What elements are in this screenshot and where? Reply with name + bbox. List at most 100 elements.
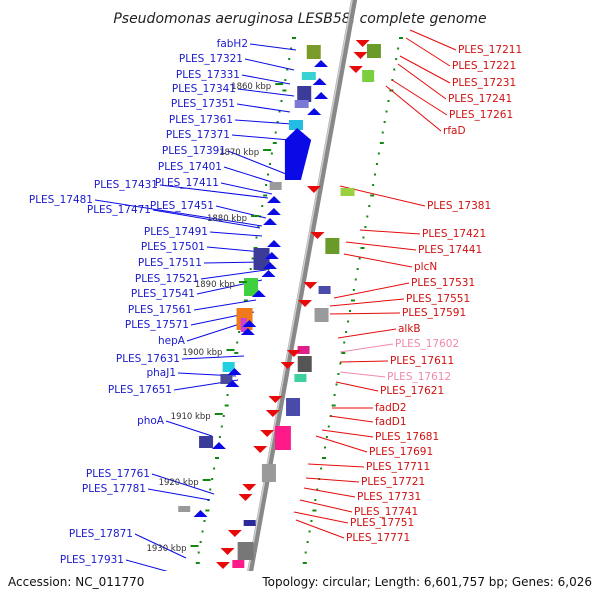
leader-line (165, 420, 213, 437)
scale-tick (251, 215, 260, 217)
gene-label-right[interactable]: PLES_17261 (449, 109, 513, 121)
gene-label-left[interactable]: PLES_17321 (179, 53, 243, 65)
gene-label-right[interactable]: PLES_17721 (361, 476, 425, 488)
gene-label-right[interactable]: PLES_17691 (369, 446, 433, 458)
gene-label-left[interactable]: PLES_17331 (176, 69, 240, 81)
reverse-gene-arrow (353, 52, 368, 59)
forward-gene-arrow (242, 320, 257, 327)
gene-label-left[interactable]: phoA (137, 415, 165, 427)
gene-label-right[interactable]: PLES_17771 (346, 532, 410, 544)
gene-label-right[interactable]: PLES_17211 (458, 44, 522, 56)
gene-label-left[interactable]: PLES_17761 (86, 468, 150, 480)
leader-line (249, 43, 297, 51)
tick-mark (278, 110, 281, 113)
tick-mark (374, 173, 377, 176)
gene-label-right[interactable]: PLES_17621 (380, 385, 444, 397)
gene-label-left[interactable]: PLES_17411 (155, 177, 219, 189)
reverse-gene-arrow (220, 548, 235, 555)
gene-label-left[interactable]: PLES_17561 (128, 304, 192, 316)
gene-label-left[interactable]: PLES_17871 (69, 528, 133, 540)
accession-text: Accession: NC_011770 (8, 575, 144, 589)
leader-line (303, 487, 356, 498)
gene-label-left[interactable]: PLES_17521 (135, 273, 199, 285)
gene-label-left[interactable]: PLES_17491 (144, 226, 208, 238)
gene-label-left[interactable]: PLES_17931 (60, 554, 124, 566)
gene-label-right[interactable]: PLES_17241 (448, 93, 512, 105)
gene-label-left[interactable]: PLES_17541 (131, 288, 195, 300)
reverse-gene-arrow (268, 396, 283, 403)
tick-mark (304, 551, 307, 554)
tick-mark (337, 373, 340, 375)
forward-gene-arrow (314, 60, 328, 67)
gene-label-left[interactable]: fabH2 (217, 38, 248, 50)
gene-label-right[interactable]: PLES_17381 (427, 200, 491, 212)
gene-label-right[interactable]: fadD1 (375, 416, 407, 428)
gene-label-left[interactable]: PLES_17501 (141, 241, 205, 253)
gene-label-left[interactable]: PLES_17371 (166, 129, 230, 141)
gene-block (297, 346, 310, 354)
gene-label-right[interactable]: rfaD (443, 125, 466, 137)
gene-label-left[interactable]: PLES_17341 (172, 83, 236, 95)
reverse-gene-arrow (348, 66, 363, 73)
gene-label-right[interactable]: PLES_17612 (387, 371, 451, 383)
gene-label-left[interactable]: PLES_17781 (82, 483, 146, 495)
leader-line (181, 355, 245, 360)
gene-block (325, 238, 340, 254)
gene-label-left[interactable]: PLES_17391 (162, 145, 226, 157)
gene-features (169, 40, 381, 597)
tick-mark (249, 268, 252, 270)
topology-text: Topology: circular; Length: 6,601,757 bp… (261, 575, 592, 589)
left-gene-labels[interactable]: fabH2 PLES_17321 PLES_17331 PLES_17341 PLES_… (29, 38, 248, 566)
gene-label-right[interactable]: PLES_17731 (357, 491, 421, 503)
tick-mark (379, 142, 384, 144)
leader-line (359, 229, 421, 235)
gene-label-right[interactable]: PLES_17711 (366, 461, 430, 473)
right-gene-labels[interactable]: PLES_17211 PLES_17221 PLES_17231 PLES_17241… (346, 44, 522, 544)
gene-label-right[interactable]: PLES_17231 (452, 77, 516, 89)
tick-mark (302, 562, 307, 564)
gene-label-left[interactable]: PLES_17571 (125, 319, 189, 331)
scale-tick (263, 149, 272, 151)
leader-line (329, 312, 401, 315)
gene-label-right[interactable]: PLES_17551 (406, 293, 470, 305)
gene-label-left[interactable]: PLES_17511 (138, 257, 202, 269)
tick-mark (335, 383, 338, 386)
gene-block (314, 308, 329, 322)
gene-label-right[interactable]: PLES_17441 (418, 244, 482, 256)
gene-label-right[interactable]: PLES_17421 (422, 228, 486, 240)
gene-label-right[interactable]: PLES_17531 (411, 277, 475, 289)
gene-label-left[interactable]: PLES_17631 (116, 353, 180, 365)
gene-label-right[interactable]: fadD2 (375, 402, 407, 414)
gene-label-right[interactable]: alkB (398, 323, 421, 335)
tick-mark (213, 467, 216, 470)
scale-tick (275, 83, 284, 85)
gene-label-left[interactable]: PLES_17651 (108, 384, 172, 396)
leader-line (385, 85, 442, 132)
gene-label-right[interactable]: PLES_17602 (395, 338, 459, 350)
tick-mark (360, 247, 365, 249)
gene-label-right[interactable]: PLES_17741 (354, 506, 418, 518)
forward-gene-arrow (312, 78, 327, 85)
gene-label-right[interactable]: PLES_17591 (402, 307, 466, 319)
tick-mark (339, 362, 342, 365)
leader-line (293, 511, 349, 524)
gene-label-left[interactable]: PLES_17361 (169, 114, 233, 126)
gene-label-left[interactable]: phaJ1 (146, 367, 176, 379)
tick-mark (272, 142, 277, 144)
gene-block (297, 86, 312, 102)
gene-label-left[interactable]: PLES_17351 (171, 98, 235, 110)
tick-mark (224, 404, 229, 407)
gene-label-left[interactable]: PLES_17431 (94, 179, 158, 191)
tick-mark (312, 509, 317, 512)
gene-label-left[interactable]: PLES_17481 (29, 194, 93, 206)
gene-label-right[interactable]: PLES_17221 (452, 60, 516, 72)
gene-label-left[interactable]: PLES_17471 (87, 204, 151, 216)
gene-label-left[interactable]: PLES_17451 (150, 200, 214, 212)
gene-label-right[interactable]: PLES_17751 (350, 517, 414, 529)
gene-label-right[interactable]: PLES_17611 (390, 355, 454, 367)
gene-label-left[interactable]: hepA (158, 335, 186, 347)
gene-label-left[interactable]: PLES_17401 (158, 161, 222, 173)
gene-label-right[interactable]: plcN (414, 261, 437, 273)
gene-label-right[interactable]: PLES_17681 (375, 431, 439, 443)
